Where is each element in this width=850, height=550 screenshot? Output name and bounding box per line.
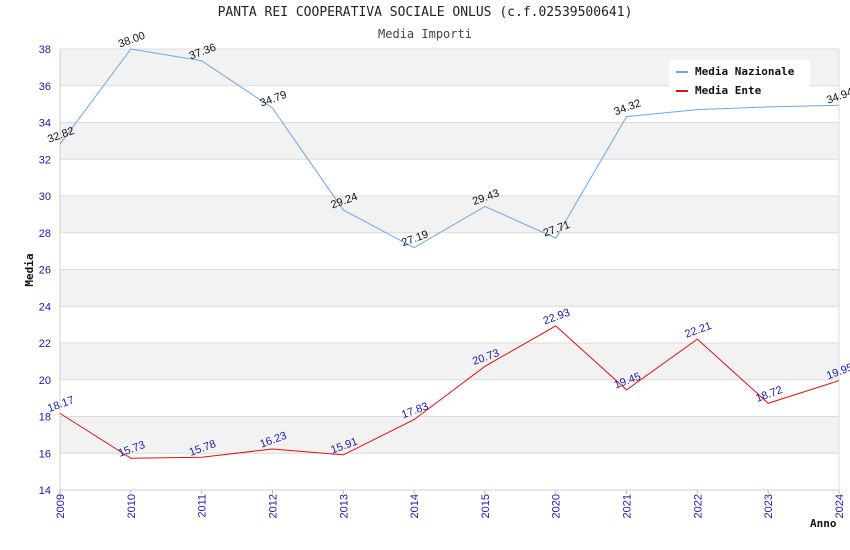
data-label: 34.94	[825, 86, 850, 107]
grid-band	[60, 269, 839, 307]
y-tick-label: 26	[39, 265, 51, 277]
x-tick-label: 2009	[55, 494, 67, 518]
grid-band	[60, 122, 839, 160]
x-tick-label: 2022	[692, 494, 704, 518]
legend-label-ente: Media Ente	[695, 84, 762, 97]
series-line-media-ente	[59, 325, 840, 459]
y-tick-label: 14	[39, 485, 51, 497]
y-tick-label: 36	[39, 81, 51, 93]
x-tick-label: 2012	[267, 494, 279, 518]
x-tick-label: 2023	[763, 494, 775, 518]
grid-band	[60, 343, 839, 380]
data-label: 22.21	[683, 320, 713, 341]
data-label: 34.79	[258, 89, 288, 110]
x-tick-label: 2014	[409, 494, 421, 518]
x-tick-label: 2020	[551, 494, 563, 518]
y-tick-label: 24	[39, 301, 51, 313]
x-tick-label: 2015	[480, 494, 492, 518]
y-tick-label: 32	[39, 154, 51, 166]
x-tick-label: 2024	[834, 494, 846, 518]
legend-box	[669, 60, 810, 104]
x-axis-title: Anno	[810, 517, 837, 530]
y-tick-label: 30	[39, 191, 51, 203]
series-lines	[59, 48, 840, 459]
x-tick-label: 2013	[338, 494, 350, 518]
y-tick-label: 18	[39, 412, 51, 424]
grid-lines	[59, 48, 840, 491]
series-line-media-nazionale	[59, 48, 840, 249]
x-tick-label: 2010	[126, 494, 138, 518]
y-tick-label: 16	[39, 448, 51, 460]
y-tick-label: 28	[39, 228, 51, 240]
data-label: 38.00	[117, 30, 147, 51]
chart-subtitle: Media Importi	[378, 27, 472, 41]
y-tick-label: 20	[39, 375, 51, 387]
chart-title: PANTA REI COOPERATIVA SOCIALE ONLUS (c.f…	[217, 5, 633, 20]
y-axis-ticks: 14 16 18 20 22 24 26 28 30 32 34 36 38	[39, 44, 51, 497]
legend: Media Nazionale Media Ente	[669, 60, 810, 104]
y-axis-title: Media	[23, 253, 36, 286]
y-tick-label: 22	[39, 338, 51, 350]
grid-band	[60, 416, 839, 454]
data-label: 18.17	[46, 394, 76, 415]
y-tick-label: 34	[39, 118, 51, 130]
data-label: 18.72	[754, 384, 784, 405]
x-axis-ticks: 2009 2010 2011 2012 2013 2014 2015 2020 2021 2022…	[55, 490, 846, 518]
x-tick-label: 2021	[622, 494, 634, 518]
data-label: 22.93	[542, 307, 572, 328]
background-bands	[60, 49, 839, 454]
x-tick-label: 2011	[197, 494, 209, 518]
legend-label-nazionale: Media Nazionale	[695, 65, 795, 78]
y-tick-label: 38	[39, 44, 51, 56]
